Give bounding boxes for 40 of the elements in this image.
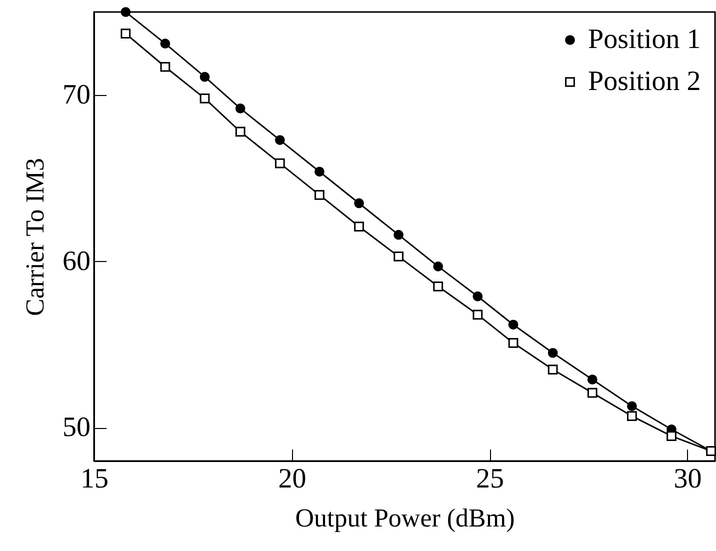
point: [548, 364, 558, 374]
x-tick-label: 20: [278, 464, 306, 494]
x-axis-title: Output Power (dBm): [295, 504, 515, 532]
point: [433, 262, 444, 272]
point: [314, 190, 324, 200]
point: [200, 72, 210, 82]
point: [433, 281, 444, 292]
point: [354, 198, 364, 208]
y-tick-label: 50: [62, 412, 90, 444]
x-tick-label: 15: [80, 464, 108, 494]
point: [508, 338, 518, 348]
point: [160, 62, 170, 72]
x-tick-label: 25: [476, 464, 504, 494]
point: [472, 310, 483, 320]
point: [235, 104, 246, 114]
point: [548, 348, 558, 358]
point: [472, 291, 483, 302]
point: [627, 401, 637, 412]
legend-label: Position 2: [588, 66, 701, 97]
point: [508, 320, 518, 330]
point: [394, 230, 404, 240]
point: [587, 388, 598, 398]
legend-label: Position 1: [588, 24, 701, 55]
point: [666, 431, 676, 441]
point: [354, 222, 364, 232]
point: [160, 38, 170, 49]
point: [200, 94, 210, 104]
point: [235, 126, 246, 137]
y-axis-title: Carrier To IM3: [20, 158, 50, 316]
y-tick-label: 60: [62, 246, 90, 277]
point: [274, 135, 285, 145]
point: [274, 158, 285, 168]
point: [314, 166, 324, 177]
y-tick-label: 70: [62, 80, 90, 111]
x-tick-label: 30: [674, 464, 702, 494]
point: [120, 7, 131, 17]
point: [587, 374, 598, 384]
point: [627, 411, 637, 422]
point: [394, 252, 404, 262]
point: [120, 28, 131, 39]
